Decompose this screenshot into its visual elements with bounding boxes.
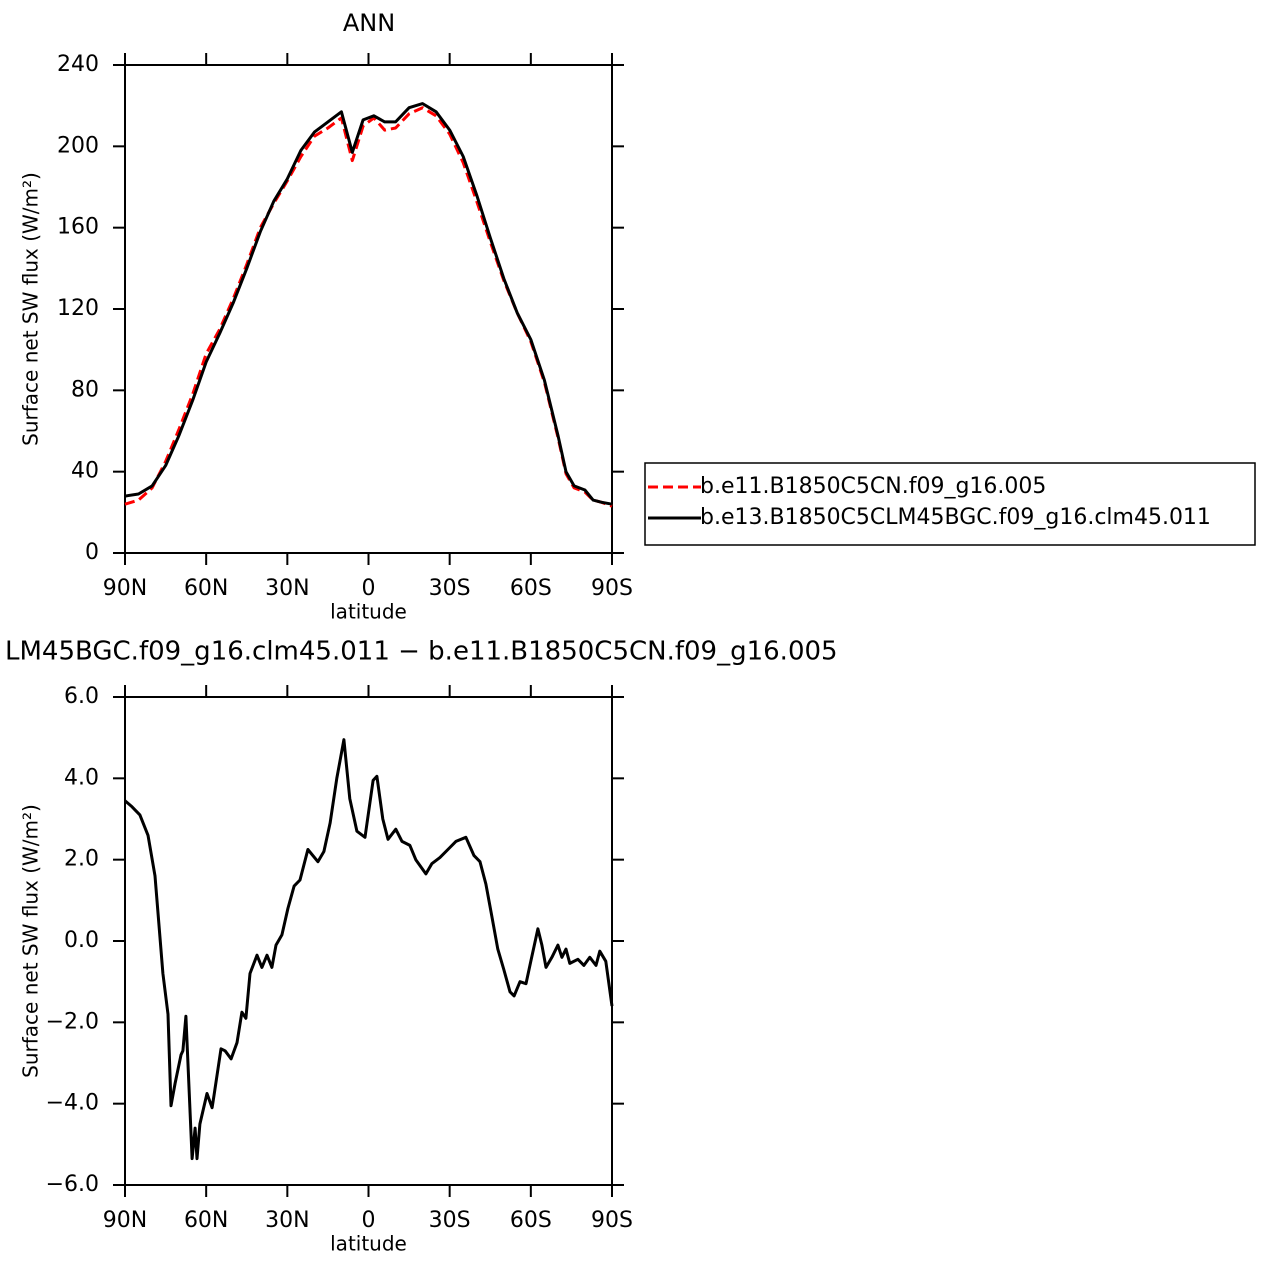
data-line xyxy=(124,106,613,508)
y-axis-label: Surface net SW flux (W/m²) xyxy=(19,804,43,1078)
x-axis-label: latitude xyxy=(330,600,407,624)
x-tick-label: 60S xyxy=(510,576,552,601)
x-tick-label: 90N xyxy=(103,576,147,601)
y-tick-label: 120 xyxy=(57,296,99,321)
y-tick-label: 200 xyxy=(57,133,99,158)
y-tick-label: 240 xyxy=(57,52,99,77)
y-tick-label: −2.0 xyxy=(46,1009,99,1034)
plot-frame xyxy=(124,64,613,554)
x-tick-label: 30N xyxy=(265,576,309,601)
data-line xyxy=(124,738,614,1161)
x-axis-label: latitude xyxy=(330,1232,407,1256)
y-axis-label: Surface net SW flux (W/m²) xyxy=(19,172,43,446)
legend-label: b.e11.B1850C5CN.f09_g16.005 xyxy=(700,474,1046,499)
x-tick-label: 0 xyxy=(362,1208,376,1233)
y-tick-label: −4.0 xyxy=(46,1091,99,1116)
x-tick-label: 0 xyxy=(362,576,376,601)
y-tick-label: 0.0 xyxy=(64,928,99,953)
plot-frame xyxy=(124,696,613,1186)
chart-title: ANN xyxy=(343,9,395,37)
x-tick-label: 30N xyxy=(265,1208,309,1233)
y-tick-label: 80 xyxy=(71,377,99,402)
x-tick-label: 30S xyxy=(429,1208,471,1233)
x-tick-label: 90N xyxy=(103,1208,147,1233)
x-tick-label: 90S xyxy=(591,1208,633,1233)
x-tick-label: 60N xyxy=(184,576,228,601)
data-line xyxy=(124,102,613,506)
x-tick-label: 60S xyxy=(510,1208,552,1233)
y-tick-label: −6.0 xyxy=(46,1172,99,1197)
y-tick-label: 6.0 xyxy=(64,684,99,709)
y-tick-label: 160 xyxy=(57,215,99,240)
y-tick-label: 0 xyxy=(85,540,99,565)
y-tick-label: 2.0 xyxy=(64,847,99,872)
x-tick-label: 90S xyxy=(591,576,633,601)
legend-label: b.e13.B1850C5CLM45BGC.f09_g16.clm45.011 xyxy=(700,505,1211,530)
x-tick-label: 30S xyxy=(429,576,471,601)
legend-box xyxy=(644,462,1256,546)
y-tick-label: 4.0 xyxy=(64,765,99,790)
y-tick-label: 40 xyxy=(71,459,99,484)
x-tick-label: 60N xyxy=(184,1208,228,1233)
chart-title: LM45BGC.f09_g16.clm45.011 − b.e11.B1850C… xyxy=(5,637,838,667)
